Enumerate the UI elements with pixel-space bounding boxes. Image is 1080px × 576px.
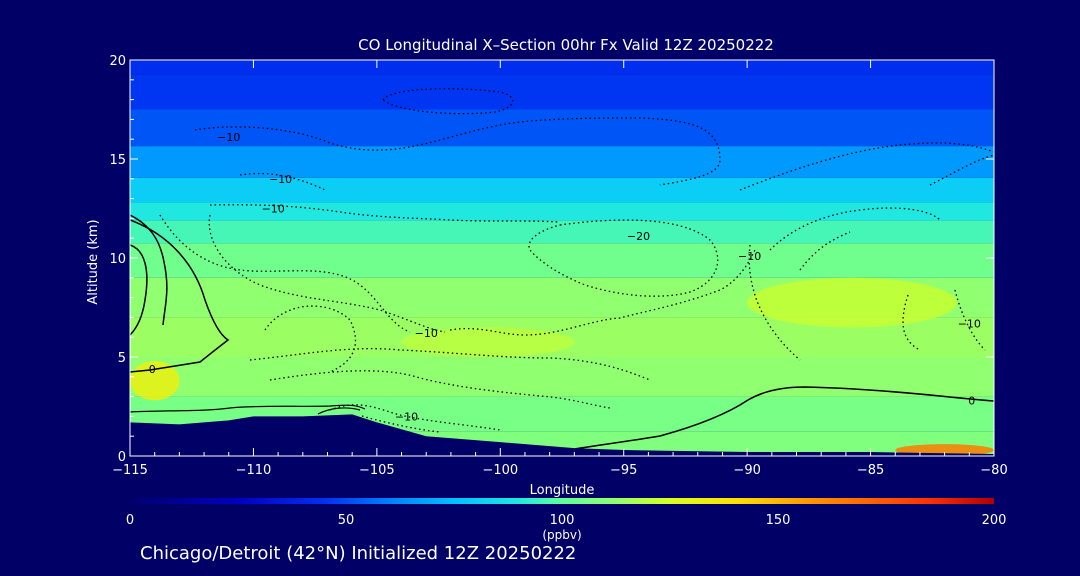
contour-label: −20 bbox=[627, 230, 650, 243]
contour-dotted-west-swirl bbox=[159, 214, 446, 333]
y-tick-label: 5 bbox=[118, 351, 126, 366]
contour-dotted-top-oval bbox=[382, 88, 514, 115]
contour-label: −10 bbox=[262, 203, 285, 216]
x-tick-label: −115 bbox=[112, 463, 148, 478]
y-tick-label: 0 bbox=[118, 450, 126, 465]
colorbar-unit-label: (ppbv) bbox=[542, 528, 581, 542]
x-tick-label: −85 bbox=[857, 463, 884, 478]
terrain-mask bbox=[130, 414, 994, 456]
x-tick-label: −90 bbox=[733, 463, 760, 478]
contour-label: −10 bbox=[738, 250, 761, 263]
contour-label: −10 bbox=[395, 410, 418, 423]
contour-labels: −10 −10 −10 −20 −10 −10 −10 −10 0 0 bbox=[149, 131, 981, 423]
footer-caption: Chicago/Detroit (42°N) Initialized 12Z 2… bbox=[140, 543, 577, 564]
y-tick-label: 20 bbox=[109, 54, 126, 69]
colorbar: 0 50 100 150 200 (ppbv) bbox=[126, 498, 1007, 542]
colorbar-tick-label: 200 bbox=[982, 513, 1007, 528]
contour-label: −10 bbox=[958, 317, 981, 330]
shading-band bbox=[130, 109, 994, 147]
colorbar-ticks: 0 50 100 150 200 bbox=[126, 513, 1007, 528]
x-axis: −115 −110 −105 −100 −95 −90 −85 −80 bbox=[112, 60, 1008, 478]
colorbar-strip bbox=[130, 498, 994, 504]
contour-dotted-east-loop bbox=[528, 219, 719, 297]
contour-lines bbox=[130, 88, 994, 451]
chart-title: CO Longitudinal X–Section 00hr Fx Valid … bbox=[358, 36, 774, 54]
contour-label: −10 bbox=[217, 131, 240, 144]
contour-dotted-upper-wave bbox=[194, 117, 994, 191]
y-axis: 0 5 10 15 20 bbox=[109, 54, 994, 465]
colorbar-tick-label: 100 bbox=[550, 513, 575, 528]
contour-zero-upper bbox=[130, 214, 168, 336]
shading-band bbox=[130, 243, 994, 278]
shading-bands bbox=[130, 60, 994, 456]
shading-band bbox=[130, 202, 994, 221]
contour-dotted-mid-band bbox=[209, 172, 561, 223]
contour-zero-ground bbox=[130, 404, 366, 415]
x-tick-label: −100 bbox=[482, 463, 518, 478]
contour-zero-east bbox=[567, 386, 994, 451]
shading-band bbox=[130, 177, 994, 203]
x-tick-label: −110 bbox=[236, 463, 272, 478]
high-value-patch bbox=[747, 277, 957, 328]
y-tick-label: 15 bbox=[109, 153, 126, 168]
shading-band bbox=[130, 146, 994, 178]
shading-band bbox=[130, 357, 994, 397]
x-axis-label: Longitude bbox=[530, 483, 595, 498]
shading-band bbox=[130, 60, 994, 75]
contour-label: 0 bbox=[149, 363, 156, 376]
x-tick-label: −105 bbox=[359, 463, 395, 478]
shading-band bbox=[130, 74, 994, 110]
contour-label: −10 bbox=[415, 327, 438, 340]
contour-zero-west bbox=[130, 219, 230, 373]
plot-area: −10 −10 −10 −20 −10 −10 −10 −10 0 0 bbox=[130, 60, 994, 456]
y-tick-label: 10 bbox=[109, 252, 126, 267]
y-axis-label: Altitude (km) bbox=[86, 219, 101, 304]
x-tick-label: −80 bbox=[980, 463, 1007, 478]
contour-dotted-east-side bbox=[748, 154, 994, 361]
contour-label: 0 bbox=[968, 395, 975, 408]
shading-band bbox=[130, 220, 994, 244]
colorbar-tick-label: 150 bbox=[766, 513, 791, 528]
contour-label: −10 bbox=[269, 173, 292, 186]
colorbar-tick-label: 50 bbox=[338, 513, 355, 528]
x-tick-label: −95 bbox=[610, 463, 637, 478]
colorbar-tick-label: 0 bbox=[126, 513, 134, 528]
contour-dotted-near-ground bbox=[329, 404, 501, 433]
